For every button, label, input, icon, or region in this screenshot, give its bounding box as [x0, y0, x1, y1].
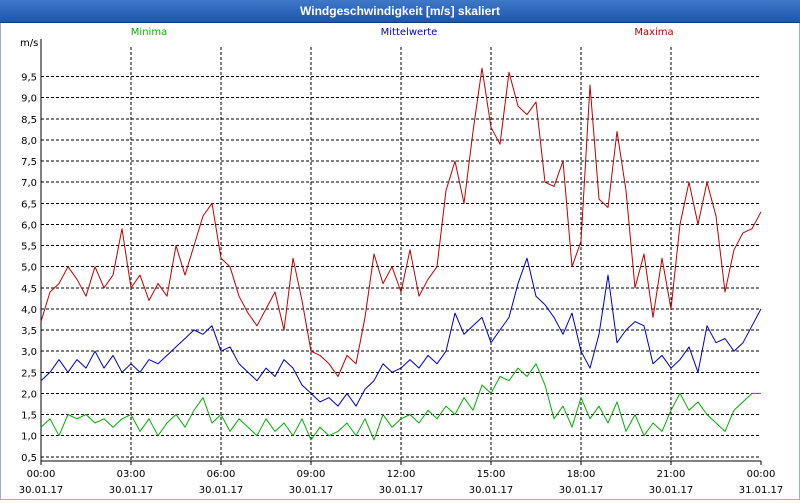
y-tick-label: 3,0 — [21, 347, 37, 358]
y-tick-label: 5,0 — [21, 263, 37, 274]
y-tick-label: 2,5 — [21, 368, 37, 379]
x-tick-time: 00:00 — [747, 469, 776, 480]
y-tick-label: 1,5 — [21, 411, 37, 422]
series-line-minima — [40, 363, 761, 441]
x-tick-date: 31.01.17 — [739, 485, 784, 496]
x-tick-date: 30.01.17 — [289, 485, 334, 496]
window-title: Windgeschwindigkeit [m/s] skaliert — [0, 0, 800, 23]
x-tick-date: 30.01.17 — [19, 485, 64, 496]
x-tick-date: 30.01.17 — [109, 485, 154, 496]
chart-frame: 0,5 1,0 1,5 2,0 2,5 3,0 3,5 4,0 4,5 5,0 5,5 6,0 6,5 7… — [0, 23, 800, 500]
x-tick-time: 12:00 — [387, 469, 416, 480]
y-tick-label: 1,0 — [21, 432, 37, 443]
x-tick-time: 03:00 — [117, 469, 146, 480]
x-tick-date: 30.01.17 — [199, 485, 244, 496]
y-tick-label: 9,5 — [21, 73, 37, 84]
series-line-mittelwerte — [40, 257, 762, 407]
x-tick-date: 30.01.17 — [379, 485, 424, 496]
x-tick-time: 09:00 — [297, 469, 326, 480]
y-tick-label: 2,0 — [21, 389, 37, 400]
y-tick-label: 6,5 — [21, 199, 37, 210]
x-tick-time: 18:00 — [567, 469, 596, 480]
legend-mittelwerte: Mittelwerte — [381, 27, 438, 38]
x-tick-date: 30.01.17 — [469, 485, 514, 496]
x-tick-time: 15:00 — [477, 469, 506, 480]
y-tick-label: 5,5 — [21, 242, 37, 253]
wind-speed-chart: 0,5 1,0 1,5 2,0 2,5 3,0 3,5 4,0 4,5 5,0 5,5 6,0 6,5 7… — [19, 27, 784, 496]
y-tick-label: 9,0 — [21, 94, 37, 105]
y-tick-label: 3,5 — [21, 326, 37, 337]
series-line-maxima — [40, 67, 762, 377]
y-tick-label: 7,0 — [21, 178, 37, 189]
y-tick-label: 0,5 — [21, 453, 37, 464]
y-tick-label: 4,0 — [21, 305, 37, 316]
x-tick-time: 00:00 — [27, 469, 56, 480]
y-tick-label: 7,5 — [21, 157, 37, 168]
y-tick-label: 4,5 — [21, 284, 37, 295]
y-tick-label: 6,0 — [21, 220, 37, 231]
y-axis-label: m/s — [20, 38, 38, 49]
legend-maxima: Maxima — [634, 27, 673, 38]
y-tick-label: 8,0 — [21, 136, 37, 147]
x-tick-time: 06:00 — [207, 469, 236, 480]
y-tick-label: 8,5 — [21, 115, 37, 126]
x-tick-date: 30.01.17 — [649, 485, 694, 496]
x-tick-date: 30.01.17 — [559, 485, 604, 496]
x-tick-time: 21:00 — [657, 469, 686, 480]
legend-minima: Minima — [131, 27, 167, 38]
